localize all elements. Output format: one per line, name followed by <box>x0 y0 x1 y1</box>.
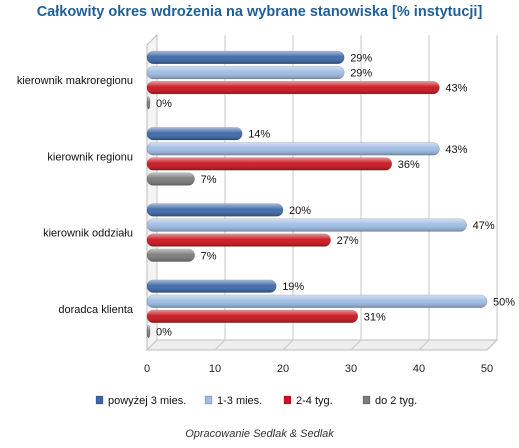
gridline-floor <box>418 339 430 351</box>
bar-shading <box>147 218 467 232</box>
data-label: 0% <box>156 98 172 110</box>
data-label: 43% <box>445 83 467 95</box>
legend-swatch <box>283 395 292 405</box>
bar-shading <box>147 142 440 156</box>
legend-swatch <box>362 395 371 405</box>
gridline-floor <box>486 339 498 351</box>
bar-shading <box>147 295 487 308</box>
legend: powyżej 3 mies. 1-3 mies. 2-4 tyg. do 2 tyg… <box>95 395 417 407</box>
bar-shading <box>147 96 150 110</box>
source-note: Opracowanie Sedlak & Sedlak <box>185 428 334 440</box>
bar-shading <box>147 279 277 293</box>
gridline-floor <box>350 339 362 351</box>
data-label: 50% <box>493 296 515 308</box>
data-label: 20% <box>289 205 311 217</box>
data-label: 7% <box>201 174 217 186</box>
legend-label: 2-4 tyg. <box>296 395 333 407</box>
legend-label: powyżej 3 mies. <box>108 395 186 407</box>
data-label: 31% <box>364 311 386 323</box>
bar-shading <box>147 127 243 140</box>
data-label: 27% <box>337 235 359 247</box>
data-label: 14% <box>248 129 270 141</box>
x-tick-label: 20 <box>277 363 289 375</box>
category-label: kierownik makroregionu <box>17 75 133 87</box>
gridline-floor <box>282 339 294 351</box>
bar-shading <box>147 157 392 171</box>
category-labels: kierownik makroregionu kierownik regionu k… <box>17 75 134 316</box>
bar-shading <box>147 249 195 262</box>
legend-swatch <box>204 395 213 405</box>
category-label: doradca klienta <box>58 304 133 316</box>
gridline-floor <box>214 339 226 351</box>
legend-swatch <box>95 395 104 405</box>
x-tick-label: 40 <box>413 363 425 375</box>
chart-title: Całkowity okres wdrożenia na wybrane sta… <box>36 4 483 20</box>
bar-shading <box>147 172 195 186</box>
data-label: 0% <box>156 327 172 339</box>
data-label: 19% <box>282 281 304 293</box>
x-tick-label: 30 <box>345 363 357 375</box>
x-axis-ticks: 0 10 20 30 40 50 <box>144 363 493 375</box>
x-tick-label: 50 <box>481 363 493 375</box>
bar-shading <box>147 51 345 64</box>
data-label: 7% <box>201 250 217 262</box>
bar-shading <box>147 233 331 247</box>
data-label: 43% <box>445 144 467 156</box>
category-label: kierownik oddziału <box>43 228 133 240</box>
data-label: 29% <box>350 52 372 64</box>
data-label: 36% <box>398 159 420 171</box>
legend-label: 1-3 mies. <box>217 395 262 407</box>
data-label: 29% <box>350 68 372 80</box>
data-label: 47% <box>473 220 495 232</box>
value-labels: 29% 29% 43% 0% 14% 43% 36% 7% 20% 47% 27% 7% 19% 50% 3… <box>156 52 515 338</box>
floor <box>145 339 499 351</box>
gridline-floor <box>146 339 158 351</box>
bar-shading <box>147 310 358 323</box>
legend-label: do 2 tyg. <box>375 395 417 407</box>
category-label: kierownik regionu <box>47 151 133 163</box>
bar-shading <box>147 325 150 338</box>
x-tick-label: 0 <box>144 363 150 375</box>
bar-shading <box>147 203 283 217</box>
bars-group <box>146 50 488 339</box>
x-tick-label: 10 <box>209 363 221 375</box>
bar-shading <box>147 81 440 94</box>
bar-shading <box>147 66 345 79</box>
